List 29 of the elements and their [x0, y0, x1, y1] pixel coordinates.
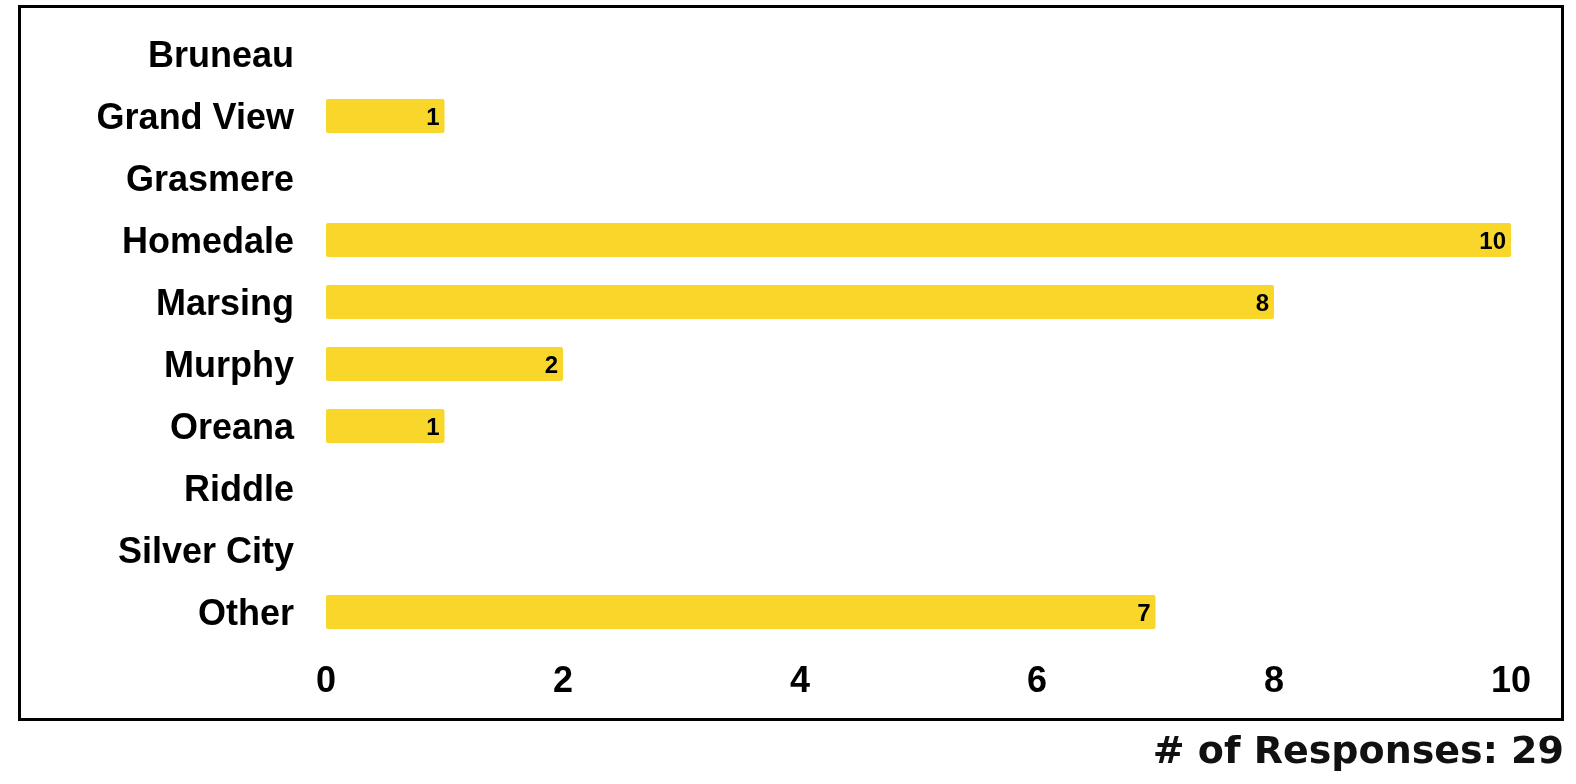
- data-label: 10: [1479, 226, 1506, 254]
- y-tick-label: Grand View: [96, 95, 295, 137]
- data-label: 2: [544, 350, 558, 378]
- x-tick-label: 2: [552, 658, 574, 700]
- y-tick-label: Marsing: [155, 281, 294, 323]
- y-tick-label: Oreana: [169, 405, 295, 447]
- y-tick-label: Murphy: [164, 343, 294, 385]
- x-tick-label: 0: [315, 658, 337, 700]
- y-tick-label: Silver City: [117, 529, 294, 571]
- bar: [326, 409, 445, 443]
- data-label: 1: [426, 412, 440, 440]
- y-tick-label: Bruneau: [147, 33, 294, 75]
- x-tick-label: 8: [1263, 658, 1285, 700]
- x-tick-label: 6: [1026, 658, 1048, 700]
- bar: [326, 285, 1274, 319]
- y-tick-label: Grasmere: [125, 157, 294, 199]
- bar: [326, 99, 445, 133]
- y-tick-label: Riddle: [183, 467, 294, 509]
- bar: [326, 223, 1511, 257]
- x-tick-label: 10: [1490, 658, 1532, 700]
- data-label: 1: [426, 102, 440, 130]
- data-label: 7: [1137, 598, 1151, 626]
- x-tick-label: 4: [789, 658, 811, 700]
- y-tick-label: Homedale: [121, 219, 294, 261]
- data-label: 8: [1255, 288, 1269, 316]
- y-tick-label: Other: [197, 591, 294, 633]
- bar: [326, 595, 1156, 629]
- text: # of Responses: 29: [1152, 728, 1564, 772]
- bar: [326, 347, 563, 381]
